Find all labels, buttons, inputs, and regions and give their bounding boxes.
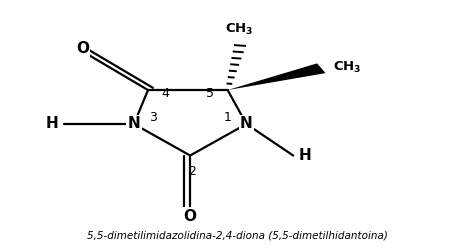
Text: O: O xyxy=(183,209,197,224)
Text: N: N xyxy=(240,117,253,131)
Text: H: H xyxy=(299,148,311,163)
Text: 4: 4 xyxy=(162,87,170,100)
Text: 5,5-dimetilimidazolidina-2,4-diona (5,5-dimetilhidantoina): 5,5-dimetilimidazolidina-2,4-diona (5,5-… xyxy=(87,231,387,241)
Text: 2: 2 xyxy=(189,165,196,178)
Text: 5: 5 xyxy=(206,87,214,100)
Text: $\mathregular{CH_3}$: $\mathregular{CH_3}$ xyxy=(225,21,254,36)
Polygon shape xyxy=(228,63,326,90)
Text: O: O xyxy=(76,41,89,56)
Text: 1: 1 xyxy=(224,111,232,124)
Text: N: N xyxy=(128,117,140,131)
Text: 3: 3 xyxy=(149,111,156,124)
Text: H: H xyxy=(46,117,58,131)
Text: $\mathregular{CH_3}$: $\mathregular{CH_3}$ xyxy=(333,60,361,75)
